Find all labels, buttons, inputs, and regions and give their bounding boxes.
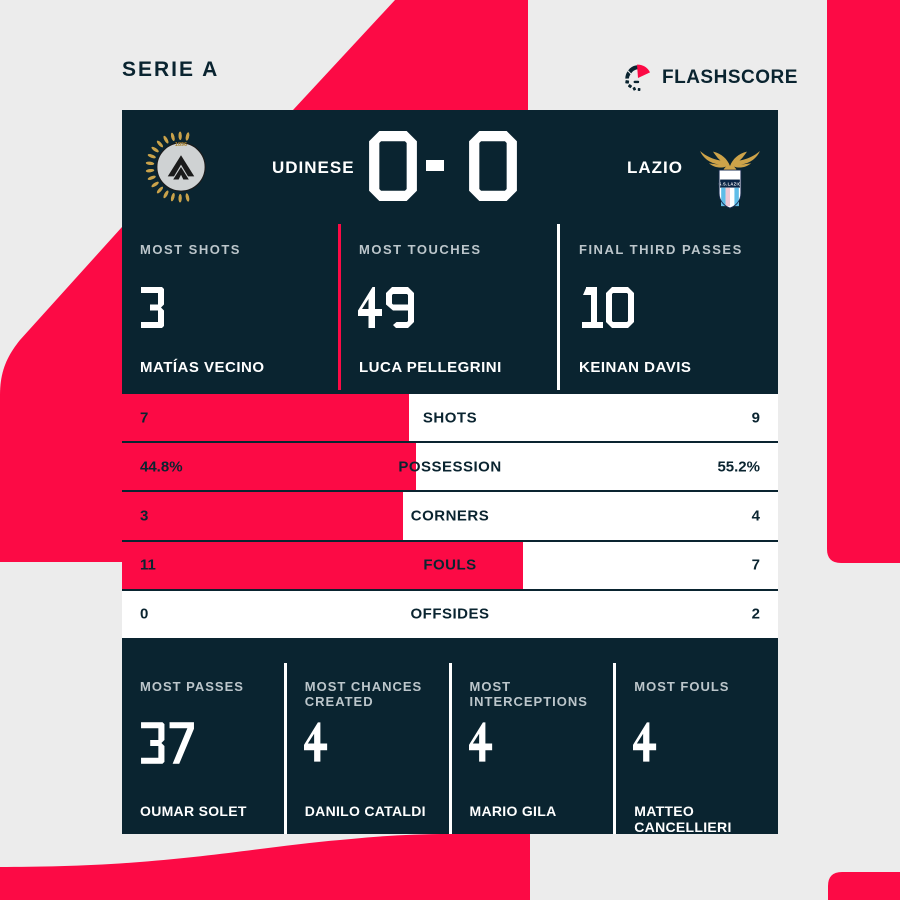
svg-text:1896: 1896 bbox=[175, 142, 187, 148]
svg-text:S.S.LAZIO: S.S.LAZIO bbox=[719, 182, 742, 187]
